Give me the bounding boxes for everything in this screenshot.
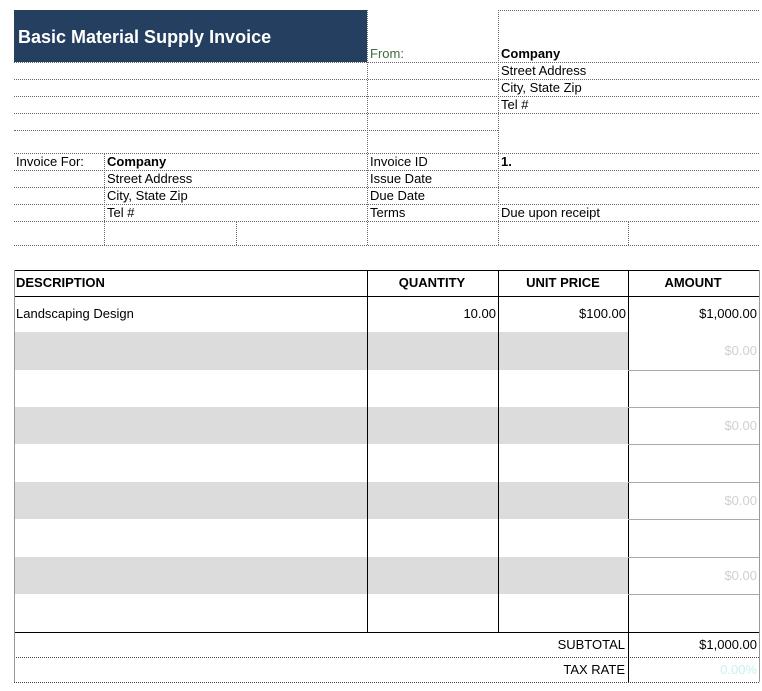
info-label: Terms [370, 205, 406, 220]
cell-border [628, 594, 759, 595]
bill-to-line: Tel # [107, 205, 135, 220]
cell-border [14, 204, 759, 205]
cell-border [628, 270, 629, 682]
cell-border [628, 482, 759, 483]
cell-border [14, 96, 759, 97]
from-line: Street Address [501, 63, 587, 78]
from-line: City, State Zip [501, 80, 582, 95]
bill-to-line: Company [107, 154, 167, 169]
item-unit-price: $100.00 [579, 306, 626, 321]
cell-border [14, 221, 759, 222]
bill-to-label: Invoice For: [16, 154, 84, 169]
row-shading [15, 482, 628, 519]
item-description: Landscaping Design [16, 306, 134, 321]
cell-border [14, 632, 759, 633]
info-label: Due Date [370, 188, 425, 203]
cell-border [14, 79, 759, 80]
total-value: $1,000.00 [699, 637, 757, 652]
cell-border [498, 10, 499, 245]
bill-to-line: City, State Zip [107, 188, 188, 203]
cell-border [367, 270, 368, 632]
cell-border [628, 519, 759, 520]
cell-border [759, 270, 760, 682]
info-value: 1. [501, 154, 512, 169]
item-amount: $0.00 [724, 492, 757, 508]
cell-border [104, 153, 105, 245]
column-header: UNIT PRICE [526, 275, 600, 290]
total-label: SUBTOTAL [557, 637, 625, 652]
cell-border [628, 444, 759, 445]
item-quantity: 10.00 [463, 306, 496, 321]
info-value: Due upon receipt [501, 205, 601, 220]
cell-border [14, 153, 759, 154]
invoice-title: Basic Material Supply Invoice [18, 27, 272, 47]
title-banner [14, 10, 367, 62]
cell-border [14, 113, 759, 114]
cell-border [367, 10, 368, 245]
cell-border [14, 245, 759, 246]
column-header: AMOUNT [664, 275, 722, 290]
item-amount: $1,000.00 [699, 306, 757, 321]
total-value: 0.00% [720, 662, 757, 677]
cell-border [498, 270, 499, 632]
cell-border [14, 62, 759, 63]
total-label: TAX RATE [563, 662, 625, 677]
row-shading [15, 407, 628, 444]
cell-border [14, 130, 498, 131]
bill-to-line: Street Address [107, 171, 193, 186]
cell-border [14, 170, 759, 171]
cell-border [628, 221, 629, 245]
cell-border [14, 296, 759, 297]
item-amount: $0.00 [724, 343, 757, 358]
column-header: DESCRIPTION [16, 275, 105, 290]
from-line: Company [501, 46, 561, 61]
column-header: QUANTITY [398, 275, 466, 290]
item-amount: $0.00 [724, 417, 757, 433]
row-shading [15, 557, 628, 594]
from-label: From: [370, 46, 404, 61]
info-label: Invoice ID [370, 154, 428, 169]
cell-border [14, 270, 15, 682]
cell-border [14, 682, 759, 683]
info-label: Issue Date [370, 171, 433, 186]
cell-border [628, 407, 759, 408]
from-line: Tel # [501, 97, 529, 112]
cell-border [498, 10, 759, 11]
cell-border [236, 221, 237, 245]
cell-border [628, 557, 759, 558]
cell-border [628, 370, 759, 371]
row-shading [15, 332, 628, 370]
cell-border [14, 187, 759, 188]
cell-border [14, 657, 759, 658]
item-amount: $0.00 [724, 567, 757, 583]
cell-border [14, 270, 759, 271]
